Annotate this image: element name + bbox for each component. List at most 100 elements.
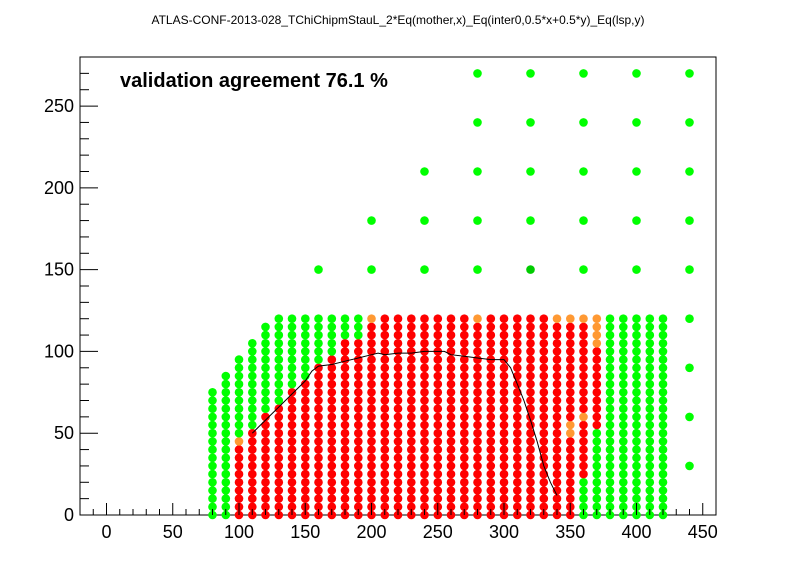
point-green bbox=[685, 216, 694, 225]
point-red bbox=[234, 461, 244, 471]
point-red bbox=[526, 478, 535, 487]
point-green bbox=[234, 388, 244, 397]
point-red bbox=[579, 339, 588, 348]
point-red bbox=[380, 355, 390, 364]
point-red bbox=[340, 363, 350, 373]
point-green bbox=[287, 355, 297, 364]
point-red bbox=[354, 428, 363, 438]
point-green bbox=[605, 371, 615, 381]
point-green bbox=[632, 167, 641, 176]
point-red bbox=[513, 428, 522, 438]
point-red bbox=[473, 494, 482, 503]
point-red bbox=[420, 355, 429, 364]
point-red bbox=[407, 371, 416, 381]
point-red bbox=[393, 322, 403, 332]
point-red bbox=[327, 371, 337, 381]
point-red bbox=[499, 486, 509, 495]
point-red bbox=[393, 371, 403, 381]
point-green bbox=[632, 339, 641, 348]
point-red bbox=[539, 420, 549, 430]
point-green bbox=[274, 379, 284, 389]
point-red bbox=[579, 363, 588, 373]
point-red bbox=[420, 339, 429, 348]
point-green bbox=[579, 486, 588, 495]
point-red bbox=[579, 388, 588, 397]
point-red bbox=[433, 420, 443, 430]
point-red bbox=[446, 428, 456, 438]
point-red bbox=[526, 502, 535, 512]
point-red bbox=[301, 453, 310, 463]
point-red bbox=[380, 339, 390, 348]
point-green bbox=[301, 339, 310, 348]
point-red bbox=[327, 363, 337, 373]
point-red bbox=[314, 469, 323, 479]
point-green bbox=[354, 322, 363, 332]
point-red bbox=[460, 371, 469, 381]
point-red bbox=[460, 478, 469, 487]
point-green bbox=[208, 412, 217, 422]
point-green bbox=[658, 420, 668, 430]
point-red bbox=[274, 404, 284, 414]
point-red bbox=[393, 469, 403, 479]
point-red bbox=[486, 502, 496, 512]
point-red bbox=[314, 453, 323, 463]
point-green bbox=[632, 69, 641, 78]
point-red bbox=[393, 355, 403, 364]
point-green bbox=[632, 428, 641, 438]
point-green bbox=[645, 404, 655, 414]
point-red bbox=[552, 396, 562, 405]
point-red bbox=[486, 330, 496, 340]
point-green bbox=[658, 330, 668, 340]
point-green bbox=[605, 478, 615, 487]
point-red bbox=[287, 494, 297, 503]
point-red bbox=[513, 502, 522, 512]
point-green bbox=[327, 314, 337, 324]
point-red bbox=[433, 330, 443, 340]
point-green bbox=[645, 478, 655, 487]
point-red bbox=[261, 420, 270, 430]
point-green bbox=[221, 404, 231, 414]
point-red bbox=[407, 314, 416, 324]
point-green bbox=[261, 404, 270, 414]
point-red bbox=[460, 502, 469, 512]
point-red bbox=[539, 371, 549, 381]
point-red bbox=[433, 322, 443, 332]
point-red bbox=[486, 437, 496, 446]
point-red bbox=[234, 494, 244, 503]
point-green bbox=[645, 379, 655, 389]
point-green bbox=[261, 371, 270, 381]
point-red bbox=[579, 379, 588, 389]
point-red bbox=[446, 388, 456, 397]
point-green bbox=[261, 339, 270, 348]
point-red bbox=[314, 371, 323, 381]
point-red bbox=[380, 494, 390, 503]
point-red bbox=[579, 404, 588, 414]
point-red bbox=[486, 347, 496, 356]
point-red bbox=[393, 502, 403, 512]
point-red bbox=[460, 453, 469, 463]
point-red bbox=[340, 428, 350, 438]
point-green bbox=[645, 388, 655, 397]
point-green bbox=[248, 363, 257, 373]
point-red bbox=[367, 355, 376, 364]
point-red bbox=[539, 494, 549, 503]
point-red bbox=[327, 379, 337, 389]
point-red bbox=[380, 420, 390, 430]
point-green bbox=[221, 379, 231, 389]
point-green bbox=[287, 363, 297, 373]
point-green bbox=[234, 379, 244, 389]
point-red bbox=[407, 494, 416, 503]
point-red bbox=[446, 437, 456, 446]
point-red bbox=[460, 339, 469, 348]
point-red bbox=[301, 469, 310, 479]
point-red bbox=[499, 322, 509, 332]
point-red bbox=[301, 412, 310, 422]
point-red bbox=[301, 388, 310, 397]
point-red bbox=[234, 469, 244, 479]
point-red bbox=[499, 453, 509, 463]
point-green bbox=[619, 363, 628, 373]
point-red bbox=[420, 363, 429, 373]
point-red bbox=[552, 486, 562, 495]
point-red bbox=[354, 453, 363, 463]
point-green bbox=[685, 314, 694, 324]
